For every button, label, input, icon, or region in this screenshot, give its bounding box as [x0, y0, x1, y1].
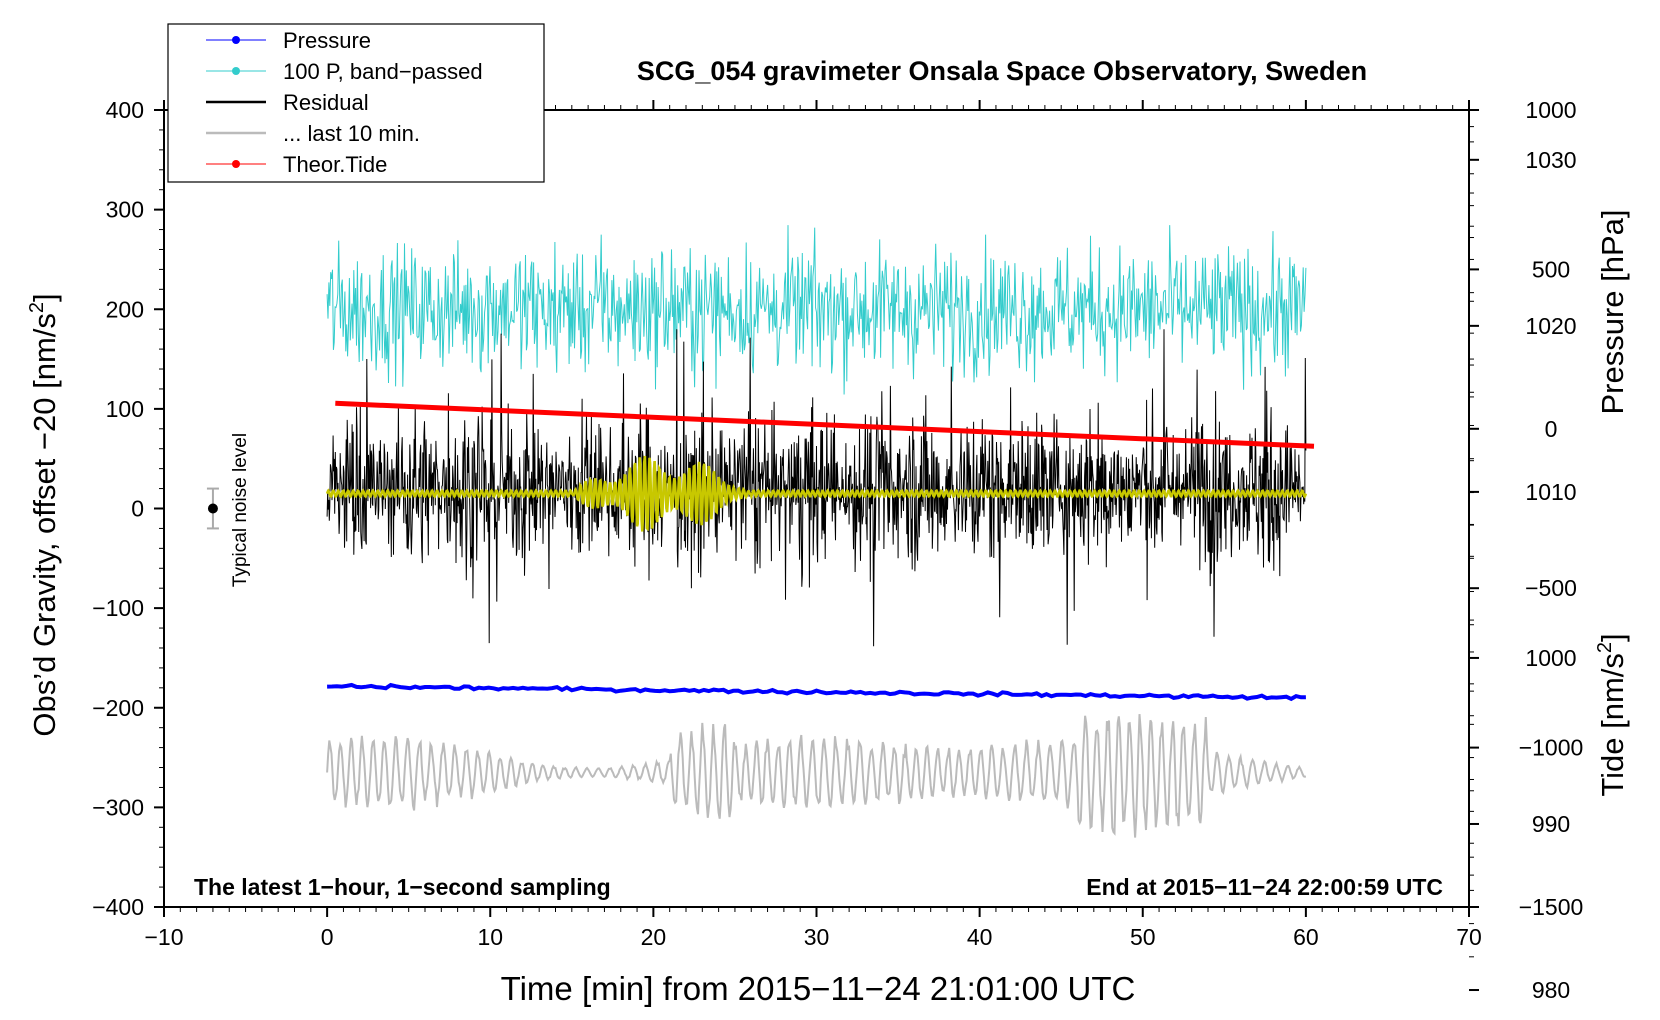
- y-axis-label-left-end: ]: [27, 293, 62, 302]
- y-tick-label: −300: [92, 794, 144, 820]
- y-tick-label: 100: [106, 396, 144, 422]
- legend-label: Pressure: [283, 28, 371, 53]
- pressure-tick-label: 1000: [1525, 645, 1576, 671]
- pressure-tick-label: 980: [1532, 977, 1570, 1003]
- x-tick-label: 30: [804, 924, 830, 950]
- y-tick-label: 400: [106, 97, 144, 123]
- legend: Pressure 100 P, band−passed Residual ... la…: [167, 23, 545, 183]
- series-band-passed-pressure: [326, 225, 1307, 395]
- x-axis-label: Time [min] from 2015−11−24 21:01:00 UTC: [501, 970, 1136, 1007]
- y-axis-label-left: Obs’d Gravity, offset −20 [nm/s2]: [26, 293, 62, 736]
- y-axis-label-tide: Tide [nm/s2]: [1594, 633, 1630, 796]
- x-tick-label: 70: [1456, 924, 1482, 950]
- series-pressure: [327, 682, 1306, 702]
- legend-entry: Theor.Tide: [206, 152, 387, 177]
- x-tick-label: 10: [477, 924, 503, 950]
- tick-layer: −10 0 10 20 30 40 50 60 70−400−300−200−100010020…: [92, 97, 1583, 1003]
- series-residual: [326, 329, 1307, 647]
- legend-label: Residual: [283, 90, 369, 115]
- legend-label: 100 P, band−passed: [283, 59, 483, 84]
- tide-tick-label: −1000: [1519, 735, 1584, 761]
- x-tick-label: 50: [1130, 924, 1156, 950]
- pressure-tick-label: 990: [1532, 811, 1570, 837]
- tide-tick-label: −1500: [1519, 894, 1584, 920]
- legend-swatch-marker: [232, 67, 240, 75]
- y-tick-label: −100: [92, 595, 144, 621]
- x-tick-label: 20: [641, 924, 667, 950]
- series-low-pass-residual: [325, 455, 1308, 532]
- noise-level-label: Typical noise level: [230, 433, 251, 587]
- pressure-tick-label: 1020: [1525, 313, 1576, 339]
- x-tick-label: 60: [1293, 924, 1319, 950]
- legend-entry: 100 P, band−passed: [206, 59, 483, 84]
- y-axis-label-tide-sup: 2: [1594, 642, 1616, 653]
- pressure-tick-label: 1010: [1525, 479, 1576, 505]
- pressure-tick-label: 1030: [1525, 147, 1576, 173]
- x-tick-label: −10: [144, 924, 183, 950]
- y-axis-label-pressure: Pressure [hPa]: [1595, 209, 1630, 414]
- annotation-sampling: The latest 1−hour, 1−second sampling: [194, 874, 611, 900]
- y-axis-label-tide-main: Tide [nm/s: [1595, 653, 1630, 797]
- annotation-end-time: End at 2015−11−24 22:00:59 UTC: [1086, 874, 1443, 900]
- legend-label: ... last 10 min.: [283, 121, 420, 146]
- legend-label: Theor.Tide: [283, 152, 387, 177]
- legend-entry: Residual: [206, 90, 369, 115]
- y-tick-label: −400: [92, 894, 144, 920]
- y-tick-label: −200: [92, 695, 144, 721]
- series-layer: [325, 225, 1315, 838]
- legend-swatch-marker: [232, 36, 240, 44]
- tide-tick-label: 0: [1545, 416, 1558, 442]
- noise-indicator: [206, 487, 219, 530]
- series-last-10-min: [326, 714, 1307, 838]
- y-axis-label-left-main: Obs’d Gravity, offset −20 [nm/s: [27, 313, 62, 737]
- chart-title: SCG_054 gravimeter Onsala Space Observat…: [637, 56, 1367, 86]
- x-tick-label: 0: [321, 924, 334, 950]
- noise-dot: [207, 503, 218, 514]
- legend-entry: Pressure: [206, 28, 371, 53]
- legend-entry: ... last 10 min.: [206, 121, 420, 146]
- legend-entries: Pressure 100 P, band−passed Residual ... la…: [206, 28, 483, 177]
- series-theor-tide: [335, 400, 1315, 449]
- y-tick-label: 0: [131, 496, 144, 522]
- y-axis-label-left-sup: 2: [26, 302, 48, 313]
- y-axis-label-tide-end: ]: [1595, 633, 1630, 642]
- y-tick-label: 200: [106, 296, 144, 322]
- legend-swatch-marker: [232, 160, 240, 168]
- tide-tick-label: −500: [1525, 575, 1577, 601]
- x-tick-label: 40: [967, 924, 993, 950]
- tide-tick-label: 500: [1532, 256, 1570, 282]
- tide-tick-label: 1000: [1525, 97, 1576, 123]
- y-tick-label: 300: [106, 197, 144, 223]
